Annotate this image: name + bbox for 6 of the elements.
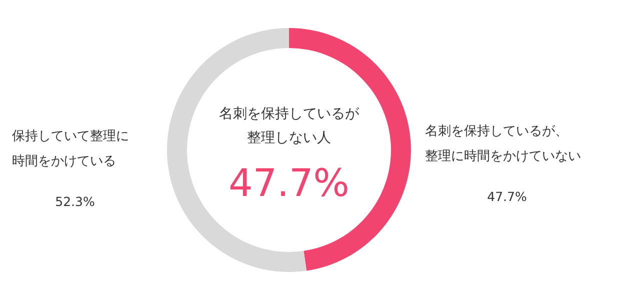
text: 47.7%: [228, 161, 350, 205]
data-label: 52.3%: [55, 194, 95, 209]
slice-label: 名刺を保持しているが、整理に時間をかけていない: [425, 124, 581, 164]
data-label: 47.7%: [487, 189, 527, 204]
text: 名刺を保持しているが整理しない人: [219, 106, 360, 146]
slice-label: 保持していて整理に時間をかけている: [12, 129, 129, 169]
